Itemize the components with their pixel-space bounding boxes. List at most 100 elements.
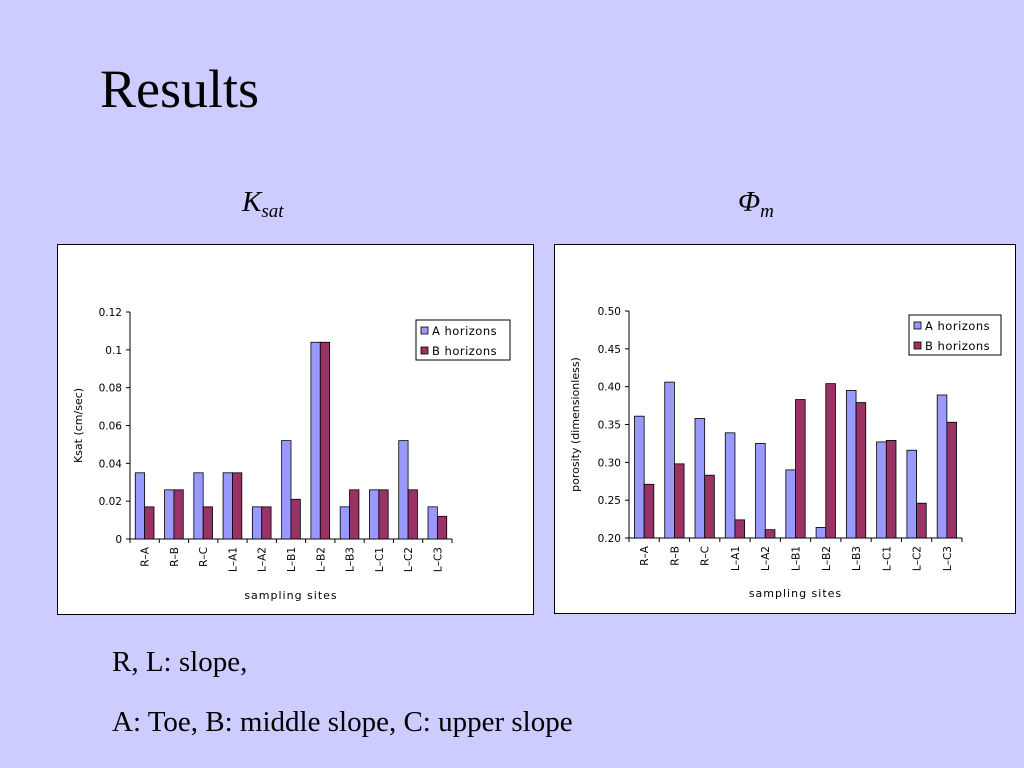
note-positions: A: Toe, B: middle slope, C: upper slope: [112, 706, 573, 738]
porosity-x-tick-label: L–A2: [760, 546, 772, 571]
ksat-bar-a: [339, 506, 350, 540]
ksat-x-tick-label: L–B2: [315, 547, 327, 572]
porosity-bar-a: [906, 449, 917, 539]
porosity-bar-b: [855, 402, 867, 539]
porosity-legend-box: [908, 314, 1002, 356]
porosity-bar-chart: 0.20 0.25 0.30 0.35 0.40 0.45 0.50 R–A R–B R–C L–A…: [569, 306, 1002, 600]
porosity-chart-panel: 0.20 0.25 0.30 0.35 0.40 0.45 0.50 R–A R–B R–C L–A…: [554, 244, 1016, 614]
ksat-bar-b: [290, 498, 301, 540]
porosity-legend-label: A horizons: [925, 319, 990, 333]
porosity-legend-label: B horizons: [925, 339, 990, 353]
ksat-x-axis-title: sampling sites: [244, 589, 337, 602]
ksat-y-tick-label: 0: [115, 534, 122, 546]
porosity-bar-a: [634, 415, 645, 539]
porosity-bar-a: [936, 394, 948, 539]
porosity-heading: Φm: [738, 186, 774, 223]
ksat-bar-a: [251, 506, 263, 540]
ksat-bar-a: [398, 440, 409, 540]
porosity-x-tick-label: L–C3: [942, 546, 954, 571]
porosity-x-axis-title: sampling sites: [749, 587, 842, 600]
porosity-y-axis-title: porosity (dimensionless): [569, 357, 582, 492]
ksat-y-tick-label: 0.12: [99, 307, 122, 319]
porosity-bar-a: [845, 390, 857, 539]
porosity-x-tick-label: L–B2: [821, 546, 833, 571]
ksat-bar-b: [232, 472, 243, 540]
ksat-bar-b: [202, 506, 213, 540]
ksat-legend-swatch: [420, 346, 429, 355]
porosity-bar-b: [825, 383, 836, 539]
porosity-bar-a: [664, 381, 675, 539]
ksat-bar-b: [261, 506, 272, 540]
porosity-bar-a: [755, 443, 766, 539]
porosity-x-tick-label: L–C1: [881, 546, 893, 571]
porosity-bar-b: [946, 421, 957, 539]
porosity-y-tick-label: 0.25: [598, 495, 621, 507]
porosity-bar-a: [694, 418, 706, 539]
ksat-bar-b: [436, 515, 448, 540]
porosity-heading-sub: m: [760, 201, 774, 222]
porosity-x-tick-label: R–B: [669, 546, 681, 566]
porosity-bar-b: [764, 529, 776, 539]
porosity-bar-b: [795, 399, 806, 539]
porosity-bar-b: [734, 519, 746, 539]
porosity-bar-a: [785, 469, 796, 539]
ksat-x-tick-label: L–C3: [432, 547, 444, 572]
porosity-x-tick-label: R–C: [700, 546, 712, 566]
ksat-y-tick-label: 0.06: [99, 421, 123, 433]
porosity-bar-a: [815, 527, 827, 539]
porosity-x-tick-label: L–B1: [791, 546, 803, 571]
ksat-bar-b: [319, 341, 331, 540]
porosity-bar-b: [704, 474, 715, 539]
ksat-heading-sub: sat: [261, 201, 284, 222]
ksat-x-tick-label: L–C1: [374, 547, 386, 572]
porosity-x-tick-label: L–C2: [912, 546, 924, 571]
ksat-y-axis-title: Ksat (cm/sec): [72, 388, 85, 463]
ksat-bar-a: [369, 489, 380, 540]
porosity-x-tick-label: R–A: [639, 545, 651, 566]
note-slope: R, L: slope,: [112, 646, 248, 678]
ksat-legend-swatch: [420, 326, 429, 335]
ksat-x-tick-label: R–A: [140, 546, 152, 567]
ksat-x-tick-label: R–C: [198, 547, 210, 567]
ksat-bar-a: [222, 472, 233, 540]
ksat-bar-a: [193, 472, 204, 540]
ksat-bar-a: [310, 341, 321, 540]
slide-title: Results: [100, 59, 260, 119]
ksat-x-tick-label: L–A2: [257, 547, 269, 572]
ksat-x-tick-label: L–B3: [345, 547, 357, 572]
porosity-y-tick-label: 0.35: [598, 420, 621, 432]
porosity-x-tick-label: L–A1: [730, 546, 742, 571]
porosity-y-tick-label: 0.50: [598, 306, 621, 318]
ksat-bar-a: [427, 506, 438, 540]
porosity-y-tick-label: 0.45: [598, 344, 621, 356]
porosity-bar-b: [916, 502, 927, 539]
ksat-x-tick-label: L–B1: [286, 547, 298, 572]
porosity-y-tick-label: 0.40: [598, 382, 621, 394]
ksat-y-tick-label: 0.1: [105, 345, 122, 357]
ksat-legend-box: [415, 319, 511, 361]
porosity-bar-a: [724, 432, 736, 539]
ksat-heading: Ksat: [242, 186, 284, 223]
ksat-bar-b: [378, 489, 389, 540]
ksat-bar-b: [173, 489, 184, 540]
ksat-bar-b: [349, 489, 360, 540]
porosity-bar-a: [876, 441, 887, 539]
ksat-x-tick-label: L–A1: [227, 547, 239, 572]
ksat-x-tick-label: R–B: [169, 547, 181, 567]
ksat-y-tick-label: 0.04: [99, 458, 123, 470]
ksat-y-tick-label: 0.08: [99, 383, 122, 395]
porosity-bar-b: [643, 483, 655, 539]
ksat-bar-chart: 0 0.02 0.04 0.06 0.08 0.1 0.12 R–A R–B R–C L–A1 L–A…: [72, 307, 511, 602]
porosity-y-tick-label: 0.30: [598, 457, 621, 469]
ksat-chart-panel: 0 0.02 0.04 0.06 0.08 0.1 0.12 R–A R–B R–C L–A1 L–A…: [57, 244, 534, 615]
ksat-x-tick-label: L–C2: [403, 547, 415, 572]
porosity-heading-main: Φ: [738, 186, 761, 218]
ksat-bar-b: [407, 489, 418, 540]
porosity-bar-b: [885, 439, 897, 539]
ksat-legend-label: A horizons: [432, 324, 497, 338]
ksat-bar-a: [134, 472, 146, 540]
porosity-x-tick-label: L–B3: [851, 546, 863, 571]
ksat-heading-main: K: [242, 186, 262, 218]
ksat-y-tick-label: 0.02: [99, 496, 122, 508]
ksat-legend-label: B horizons: [432, 344, 497, 358]
